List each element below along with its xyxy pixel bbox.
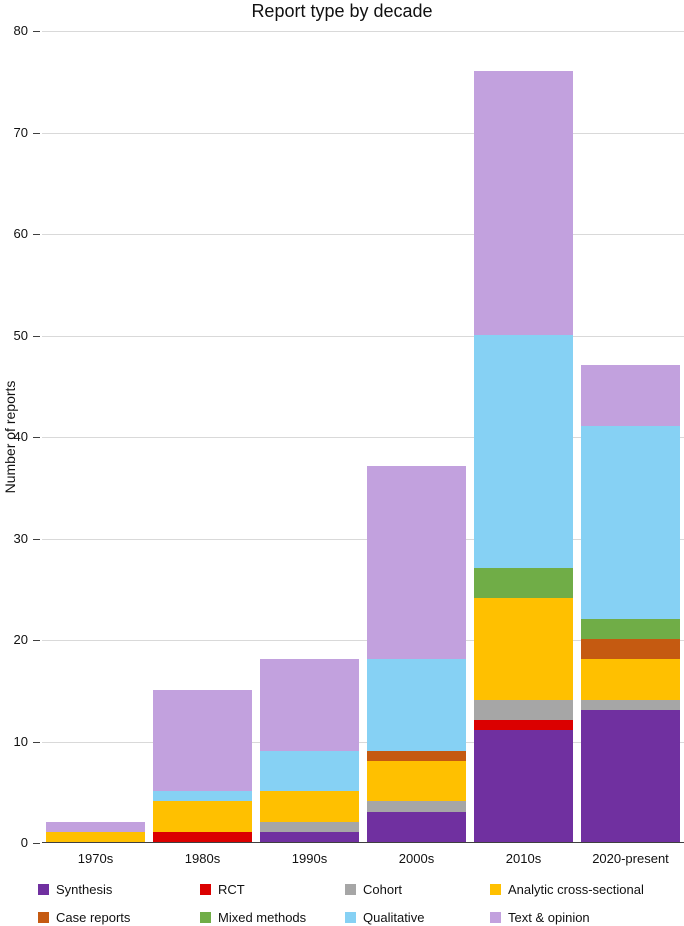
segment-rct-1980s [153,831,252,842]
segment-mixed-methods-2010s [474,567,573,599]
y-tick-mark-40 [33,437,40,438]
x-tick-label-2020-present: 2020-present [592,851,669,866]
segment-synthesis-2010s [474,730,573,842]
gridline-y-10 [42,741,684,743]
bar-2020-present [581,364,680,842]
legend-label-case-reports: Case reports [56,910,131,925]
y-tick-mark-30 [33,538,40,540]
legend-swatch-qualitative [345,912,356,923]
legend-swatch-mixed-methods [200,912,211,923]
y-tick-label-10: 10 [13,733,28,749]
legend-swatch-analytic-cross-sectional [490,884,501,895]
legend-label-qualitative: Qualitative [363,910,425,925]
y-tick-label-0: 0 [20,835,28,850]
gridline-y-60 [42,234,684,235]
segment-text-opinion-1990s [260,659,359,751]
legend-item-case-reports: Case reports [38,910,130,925]
y-tick-label-20: 20 [13,632,28,647]
segment-analytic-cross-sectional-1970s [46,831,145,842]
segment-analytic-cross-sectional-1990s [260,791,359,822]
segment-analytic-cross-sectional-2000s [367,760,466,802]
gridline-y-80 [42,31,684,32]
legend-label-cohort: Cohort [363,882,403,897]
segment-text-opinion-2000s [367,466,466,660]
legend-swatch-rct [200,884,211,895]
y-tick-label-80: 80 [13,23,28,38]
x-tick-label-1990s: 1990s [291,851,328,866]
legend-swatch-text-opinion [490,912,501,923]
gridline-y-70 [42,132,684,134]
x-tick-label-2000s: 2000s [398,851,435,866]
legend-item-synthesis: Synthesis [38,882,112,897]
segment-cohort-1990s [260,821,359,832]
segment-qualitative-2020-present [581,425,680,619]
gridline-y-20 [42,640,684,641]
segment-qualitative-2010s [474,334,573,568]
legend-swatch-case-reports [38,912,49,923]
gridline-y-50 [42,335,684,337]
segment-qualitative-1980s [153,791,252,802]
legend-item-cohort: Cohort [345,882,402,897]
y-tick-mark-70 [33,132,40,134]
segment-cohort-2020-present [581,699,680,711]
legend-label-rct: RCT [218,882,245,897]
plot-area [42,31,684,843]
legend-item-text-opinion: Text & opinion [490,910,590,925]
bar-1980s [153,689,252,842]
y-tick-mark-0 [33,843,40,844]
segment-case-reports-2020-present [581,639,680,660]
y-tick-label-40: 40 [13,429,28,444]
bar-2010s [474,70,573,842]
segment-analytic-cross-sectional-2020-present [581,659,680,700]
y-tick-label-30: 30 [13,530,28,546]
segment-text-opinion-2010s [474,70,573,335]
x-axis-line [42,842,684,843]
segment-text-opinion-2020-present [581,364,680,426]
segment-rct-2010s [474,720,573,731]
chart-title: Report type by decade [251,1,433,21]
y-tick-label-50: 50 [13,327,28,343]
legend-label-text-opinion: Text & opinion [508,910,590,925]
segment-mixed-methods-2020-present [581,618,680,639]
y-tick-mark-80 [33,31,40,32]
segment-analytic-cross-sectional-1980s [153,801,252,832]
gridline-y-40 [42,437,684,438]
segment-synthesis-1990s [260,831,359,842]
legend-item-analytic-cross-sectional: Analytic cross-sectional [490,882,644,897]
legend-item-qualitative: Qualitative [345,910,424,925]
legend-label-analytic-cross-sectional: Analytic cross-sectional [508,882,644,897]
legend-label-mixed-methods: Mixed methods [218,910,307,925]
segment-synthesis-2000s [367,811,466,842]
y-tick-mark-20 [33,640,40,641]
bar-1990s [260,659,359,842]
segment-qualitative-2000s [367,659,466,751]
segment-synthesis-2020-present [581,710,680,842]
legend-item-mixed-methods: Mixed methods [200,910,306,925]
bar-1970s [46,821,145,842]
y-tick-mark-10 [33,741,40,743]
segment-qualitative-1990s [260,750,359,792]
legend-swatch-synthesis [38,884,49,895]
y-tick-mark-60 [33,234,40,235]
segment-cohort-2010s [474,699,573,721]
segment-analytic-cross-sectional-2010s [474,598,573,700]
segment-text-opinion-1970s [46,821,145,832]
y-tick-mark-50 [33,335,40,337]
legend-item-rct: RCT [200,882,245,897]
segment-case-reports-2000s [367,750,466,761]
y-tick-label-70: 70 [13,124,28,140]
legend-label-synthesis: Synthesis [56,882,113,897]
x-tick-label-2010s: 2010s [505,851,542,866]
gridline-y-30 [42,538,684,540]
y-tick-label-60: 60 [13,226,28,241]
x-tick-label-1980s: 1980s [184,851,221,866]
segment-cohort-2000s [367,801,466,812]
bar-2000s [367,466,466,842]
x-tick-label-1970s: 1970s [77,851,114,866]
segment-text-opinion-1980s [153,689,252,792]
legend-swatch-cohort [345,884,356,895]
